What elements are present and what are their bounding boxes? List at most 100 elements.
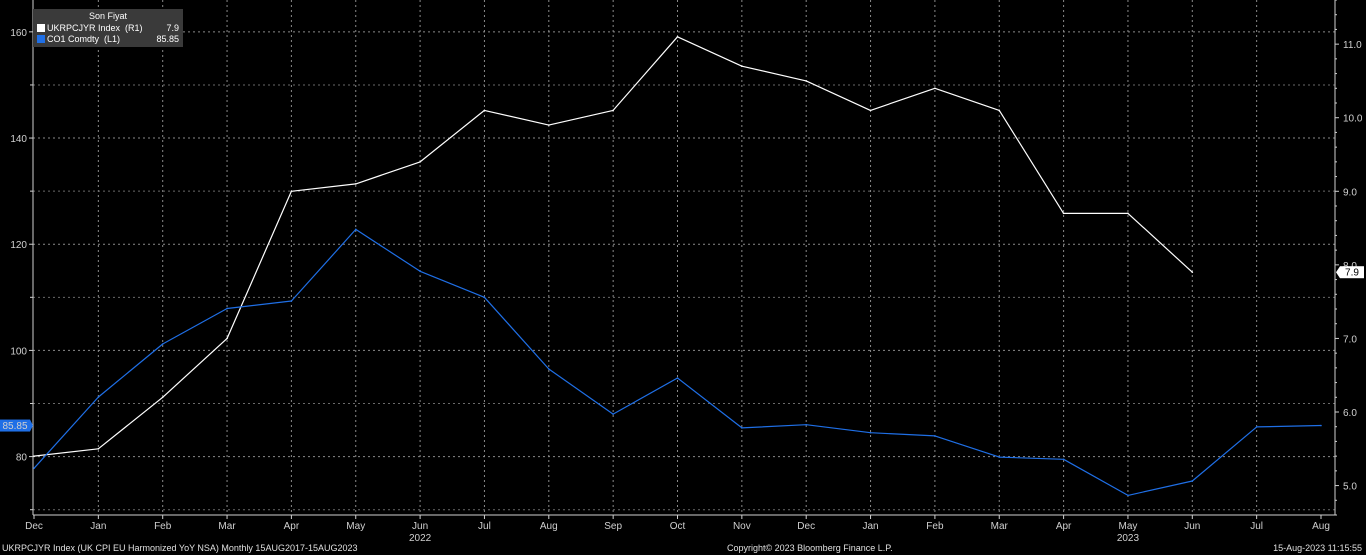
data-point bbox=[33, 467, 35, 470]
data-point bbox=[290, 190, 293, 193]
data-point bbox=[161, 343, 164, 345]
left-tick-label: 140 bbox=[10, 134, 27, 145]
legend-name-brent: CO1 Comdty (L1) bbox=[47, 33, 121, 44]
right-tick-label: 10.0 bbox=[1343, 114, 1363, 125]
x-tick-label: Apr bbox=[284, 521, 300, 532]
data-point bbox=[97, 396, 100, 398]
data-point bbox=[1191, 271, 1194, 274]
data-point bbox=[97, 447, 100, 450]
grid-lines bbox=[33, 0, 1335, 515]
data-point bbox=[998, 456, 1001, 458]
data-point bbox=[419, 270, 421, 273]
left-tick-label: 80 bbox=[16, 453, 28, 464]
data-point bbox=[548, 124, 550, 126]
data-point bbox=[226, 307, 228, 310]
x-tick-label: Dec bbox=[797, 521, 815, 532]
data-point bbox=[419, 161, 421, 163]
last-value-badge-right bbox=[1340, 266, 1364, 279]
legend-value-brent: 85.85 bbox=[156, 33, 179, 44]
data-point bbox=[676, 377, 679, 379]
legend-swatch-cpi bbox=[37, 23, 45, 32]
data-point bbox=[226, 337, 228, 340]
data-point bbox=[1320, 424, 1322, 427]
x-axis-ticks: Dec Jan Feb Mar Apr May Jun Jul Aug Sep Oct Nov Dec J… bbox=[25, 515, 1330, 544]
legend-entry-brent: CO1 Comdty (L1) 85.85 bbox=[37, 33, 179, 44]
data-point bbox=[548, 368, 550, 370]
data-point bbox=[1062, 458, 1065, 461]
x-year-label: 2023 bbox=[1117, 533, 1140, 544]
legend: Son Fiyat UKRPCJYR Index (R1) 7.9 CO1 Co… bbox=[33, 9, 183, 47]
data-point bbox=[934, 435, 936, 437]
last-value-badge-arrow-right bbox=[1336, 266, 1340, 279]
footer-source: UKRPCJYR Index (UK CPI EU Harmonized YoY… bbox=[2, 543, 358, 553]
data-point bbox=[354, 228, 357, 231]
data-point bbox=[161, 396, 164, 399]
footer-timestamp: 15-Aug-2023 11:15:55 bbox=[1273, 543, 1362, 553]
x-tick-label: Jan bbox=[862, 521, 878, 532]
data-point bbox=[741, 65, 743, 68]
data-point bbox=[354, 183, 357, 185]
series-layer bbox=[33, 35, 1322, 497]
data-point bbox=[612, 109, 614, 112]
last-value-label-right: 7.9 bbox=[1345, 268, 1359, 279]
data-point bbox=[1255, 426, 1258, 428]
x-tick-label: Apr bbox=[1056, 521, 1072, 532]
last-value-labels: 7.9 85.85 bbox=[0, 266, 1364, 432]
right-tick-label: 9.0 bbox=[1343, 187, 1357, 198]
x-year-label: 2022 bbox=[409, 533, 432, 544]
x-tick-label: Sep bbox=[604, 521, 622, 532]
x-tick-label: Feb bbox=[926, 521, 944, 532]
x-tick-label: Dec bbox=[25, 521, 43, 532]
last-value-badge-arrow-left bbox=[30, 419, 33, 432]
data-point bbox=[612, 413, 614, 415]
legend-entry-cpi: UKRPCJYR Index (R1) 7.9 bbox=[37, 22, 179, 33]
data-point bbox=[1127, 212, 1129, 215]
x-tick-label: Mar bbox=[991, 521, 1009, 532]
x-tick-label: Jan bbox=[90, 521, 106, 532]
data-point bbox=[290, 300, 293, 302]
x-tick-label: May bbox=[346, 521, 365, 532]
data-point bbox=[869, 431, 872, 434]
data-point bbox=[33, 455, 35, 457]
data-point bbox=[869, 109, 872, 112]
data-point bbox=[1127, 494, 1129, 497]
x-tick-label: Oct bbox=[670, 521, 686, 532]
right-axis-ticks: 5.06.07.08.09.010.011.0 bbox=[1335, 0, 1363, 516]
left-tick-label: 120 bbox=[10, 240, 27, 251]
legend-name-cpi: UKRPCJYR Index (R1) bbox=[47, 22, 143, 33]
x-tick-label: Mar bbox=[218, 521, 236, 532]
last-value-label-left: 85.85 bbox=[2, 421, 27, 432]
right-tick-label: 6.0 bbox=[1343, 408, 1357, 419]
data-point bbox=[1062, 212, 1065, 215]
data-point bbox=[483, 109, 486, 112]
data-point bbox=[805, 80, 807, 82]
left-axis-ticks: 80 100 120 140 160 bbox=[10, 28, 33, 511]
right-tick-label: 5.0 bbox=[1343, 482, 1357, 493]
left-tick-label: 160 bbox=[10, 28, 27, 39]
last-value-badge-left bbox=[0, 419, 30, 432]
legend-swatch-brent bbox=[37, 34, 45, 43]
data-point bbox=[805, 423, 807, 426]
x-tick-label: Aug bbox=[540, 521, 558, 532]
x-tick-label: Jun bbox=[412, 521, 428, 532]
data-point bbox=[741, 427, 743, 429]
data-point bbox=[1191, 480, 1194, 482]
left-tick-label: 100 bbox=[10, 346, 27, 357]
x-tick-label: Feb bbox=[154, 521, 172, 532]
legend-title: Son Fiyat bbox=[88, 11, 128, 21]
x-tick-label: Jun bbox=[1184, 521, 1200, 532]
x-tick-label: May bbox=[1118, 521, 1137, 532]
data-point bbox=[934, 87, 936, 90]
legend-value-cpi: 7.9 bbox=[166, 22, 179, 33]
right-tick-label: 11.0 bbox=[1343, 40, 1362, 51]
data-point bbox=[676, 35, 679, 38]
x-tick-label: Nov bbox=[733, 521, 751, 532]
data-point bbox=[483, 296, 486, 299]
footer-copyright: Copyright© 2023 Bloomberg Finance L.P. bbox=[727, 543, 893, 553]
x-tick-label: Jul bbox=[1250, 521, 1263, 532]
x-tick-label: Jul bbox=[478, 521, 491, 532]
data-point bbox=[998, 109, 1001, 112]
right-tick-label: 7.0 bbox=[1343, 334, 1357, 345]
x-tick-label: Aug bbox=[1312, 521, 1330, 532]
